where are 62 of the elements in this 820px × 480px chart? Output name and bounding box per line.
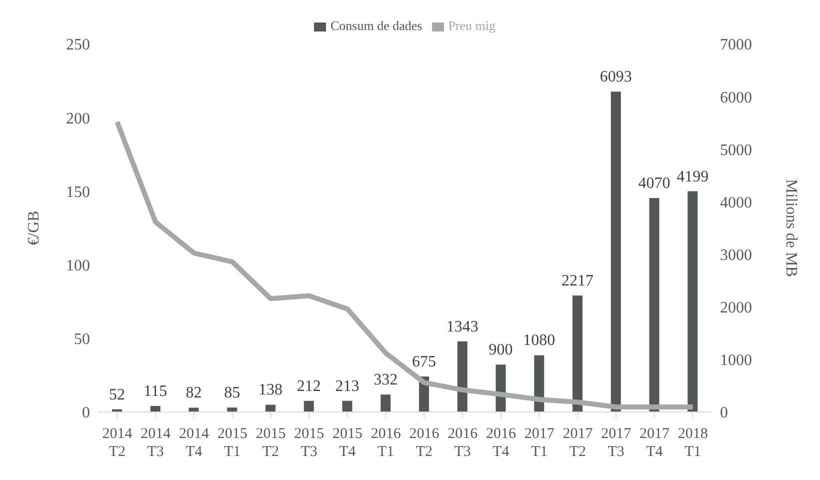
data-label: 4199	[676, 168, 709, 186]
bar	[457, 341, 468, 412]
bar	[572, 295, 582, 412]
data-label: 4070	[638, 175, 670, 192]
x-tick-label: 2016 T2	[409, 426, 440, 460]
bar	[380, 394, 391, 412]
x-tick-label: 2014 T2	[102, 426, 133, 460]
x-tick-label: 2017 T3	[601, 426, 632, 460]
data-label: 82	[186, 384, 202, 402]
y2-tick-label: 0	[720, 404, 728, 422]
data-label: 900	[488, 342, 513, 359]
x-tick-label: 2016 T1	[370, 426, 402, 460]
bar	[188, 408, 199, 412]
x-tick-label: 2015 T4	[332, 426, 362, 460]
y2-axis-title: Milions de MB	[782, 179, 800, 277]
data-label: 1343	[446, 318, 478, 336]
data-label: 2217	[562, 272, 594, 290]
data-label: 85	[224, 384, 240, 402]
data-label: 138	[258, 382, 282, 399]
y2-tick-label: 3000	[720, 246, 752, 264]
bar	[688, 191, 698, 412]
data-label: 115	[144, 382, 168, 400]
bar	[150, 406, 160, 412]
bar	[534, 355, 544, 412]
y2-tick-label: 5000	[720, 142, 752, 159]
x-tick-label: 2015 T1	[217, 426, 248, 460]
data-label: 6093	[600, 68, 632, 86]
y-tick-label: 0	[82, 404, 90, 422]
y2-tick-label: 2000	[720, 300, 752, 317]
y2-tick-label: 6000	[720, 89, 752, 106]
y-axis-title: €/GB	[26, 210, 43, 246]
data-label: 212	[296, 378, 321, 395]
x-tick-label: 2015 T2	[256, 426, 286, 460]
bar	[649, 198, 660, 412]
y2-tick-label: 1000	[720, 352, 752, 370]
y-tick-label: 50	[74, 331, 90, 348]
x-tick-label: 2015 T3	[294, 426, 324, 460]
x-tick-label: 2017 T1	[524, 426, 555, 460]
x-tick-label: 2016 T4	[486, 426, 516, 460]
x-tick-label: 2018 T1	[678, 426, 708, 460]
legend-label: Consum de dades	[330, 18, 422, 33]
y-tick-label: 100	[66, 257, 90, 274]
data-label: 332	[374, 372, 398, 389]
data-label: 675	[412, 354, 436, 371]
bar	[342, 400, 352, 412]
data-label: 52	[109, 386, 125, 404]
data-label: 1080	[523, 332, 556, 350]
x-tick-label: 2017 T2	[562, 426, 594, 460]
data-label: 213	[335, 378, 360, 395]
y-tick-label: 150	[66, 184, 90, 201]
y2-tick-label: 4000	[720, 194, 752, 212]
x-tick-label: 2014 T4	[178, 426, 210, 460]
x-tick-label: 2014 T3	[140, 426, 172, 460]
legend-label: Preu mig	[448, 18, 496, 33]
x-tick-label: 2017 T4	[639, 426, 670, 460]
bar	[304, 400, 314, 412]
bar	[266, 404, 276, 412]
y-tick-label: 200	[66, 110, 90, 128]
x-tick-label: 2016 T3	[448, 426, 478, 460]
bar	[610, 92, 621, 412]
y-tick-label: 250	[66, 36, 90, 54]
y2-tick-label: 7000	[720, 36, 752, 54]
